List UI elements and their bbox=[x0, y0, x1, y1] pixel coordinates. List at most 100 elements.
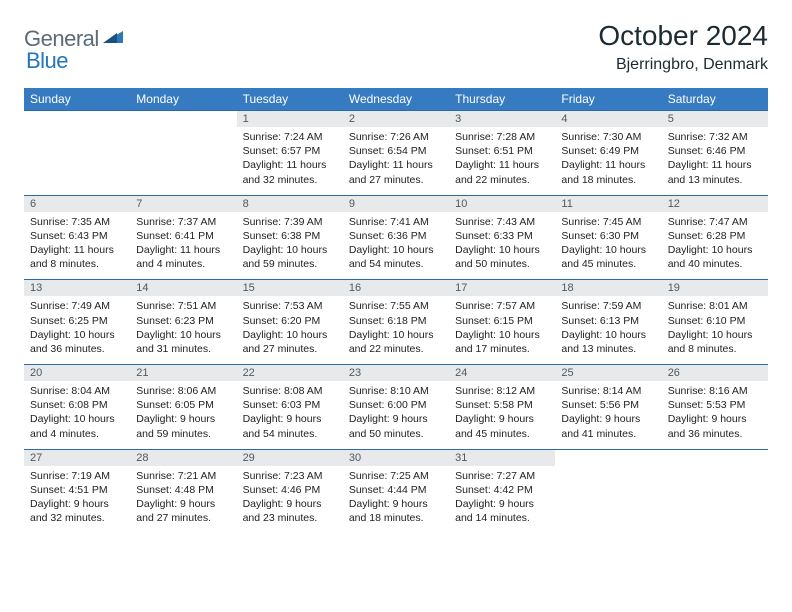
calendar-cell: 11Sunrise: 7:45 AMSunset: 6:30 PMDayligh… bbox=[555, 195, 661, 280]
day-body: Sunrise: 7:51 AMSunset: 6:23 PMDaylight:… bbox=[130, 296, 236, 364]
sunrise-text: Sunrise: 7:55 AM bbox=[349, 299, 443, 313]
daylight-text: Daylight: 9 hours and 27 minutes. bbox=[136, 497, 230, 525]
calendar-head: SundayMondayTuesdayWednesdayThursdayFrid… bbox=[24, 88, 768, 111]
sunset-text: Sunset: 6:28 PM bbox=[668, 229, 762, 243]
day-body: Sunrise: 7:49 AMSunset: 6:25 PMDaylight:… bbox=[24, 296, 130, 364]
sunrise-text: Sunrise: 8:14 AM bbox=[561, 384, 655, 398]
calendar-cell: 9Sunrise: 7:41 AMSunset: 6:36 PMDaylight… bbox=[343, 195, 449, 280]
calendar-cell: 24Sunrise: 8:12 AMSunset: 5:58 PMDayligh… bbox=[449, 365, 555, 450]
day-body: Sunrise: 7:19 AMSunset: 4:51 PMDaylight:… bbox=[24, 466, 130, 534]
daylight-text: Daylight: 10 hours and 13 minutes. bbox=[561, 328, 655, 356]
day-body: Sunrise: 8:14 AMSunset: 5:56 PMDaylight:… bbox=[555, 381, 661, 449]
calendar-cell-empty: .. bbox=[130, 111, 236, 196]
day-body: Sunrise: 8:04 AMSunset: 6:08 PMDaylight:… bbox=[24, 381, 130, 449]
sunrise-text: Sunrise: 7:53 AM bbox=[243, 299, 337, 313]
calendar-cell: 17Sunrise: 7:57 AMSunset: 6:15 PMDayligh… bbox=[449, 280, 555, 365]
weekday-thursday: Thursday bbox=[449, 88, 555, 111]
day-number: 31 bbox=[449, 450, 555, 466]
calendar-cell: 10Sunrise: 7:43 AMSunset: 6:33 PMDayligh… bbox=[449, 195, 555, 280]
calendar-cell: 8Sunrise: 7:39 AMSunset: 6:38 PMDaylight… bbox=[237, 195, 343, 280]
sunset-text: Sunset: 6:08 PM bbox=[30, 398, 124, 412]
day-number: 6 bbox=[24, 196, 130, 212]
weekday-row: SundayMondayTuesdayWednesdayThursdayFrid… bbox=[24, 88, 768, 111]
day-number: 13 bbox=[24, 280, 130, 296]
sunset-text: Sunset: 6:05 PM bbox=[136, 398, 230, 412]
sunrise-text: Sunrise: 7:19 AM bbox=[30, 469, 124, 483]
daylight-text: Daylight: 9 hours and 54 minutes. bbox=[243, 412, 337, 440]
day-body: Sunrise: 7:30 AMSunset: 6:49 PMDaylight:… bbox=[555, 127, 661, 195]
calendar-cell: 13Sunrise: 7:49 AMSunset: 6:25 PMDayligh… bbox=[24, 280, 130, 365]
day-number: 8 bbox=[237, 196, 343, 212]
calendar-row: 20Sunrise: 8:04 AMSunset: 6:08 PMDayligh… bbox=[24, 365, 768, 450]
day-number: 1 bbox=[237, 111, 343, 127]
daylight-text: Daylight: 11 hours and 18 minutes. bbox=[561, 158, 655, 186]
logo-text-blue-wrap: Blue bbox=[26, 48, 68, 74]
daylight-text: Daylight: 9 hours and 32 minutes. bbox=[30, 497, 124, 525]
sunset-text: Sunset: 6:57 PM bbox=[243, 144, 337, 158]
day-number: 16 bbox=[343, 280, 449, 296]
calendar-cell-empty: .. bbox=[662, 449, 768, 533]
sunset-text: Sunset: 6:30 PM bbox=[561, 229, 655, 243]
day-number: 17 bbox=[449, 280, 555, 296]
day-number: 2 bbox=[343, 111, 449, 127]
day-number: 19 bbox=[662, 280, 768, 296]
day-number: 7 bbox=[130, 196, 236, 212]
day-number: 4 bbox=[555, 111, 661, 127]
day-body: Sunrise: 7:37 AMSunset: 6:41 PMDaylight:… bbox=[130, 212, 236, 280]
sunset-text: Sunset: 4:42 PM bbox=[455, 483, 549, 497]
sunset-text: Sunset: 6:25 PM bbox=[30, 314, 124, 328]
daylight-text: Daylight: 9 hours and 45 minutes. bbox=[455, 412, 549, 440]
calendar-cell: 30Sunrise: 7:25 AMSunset: 4:44 PMDayligh… bbox=[343, 449, 449, 533]
day-number: 23 bbox=[343, 365, 449, 381]
calendar-cell: 6Sunrise: 7:35 AMSunset: 6:43 PMDaylight… bbox=[24, 195, 130, 280]
daylight-text: Daylight: 10 hours and 8 minutes. bbox=[668, 328, 762, 356]
day-body: Sunrise: 8:01 AMSunset: 6:10 PMDaylight:… bbox=[662, 296, 768, 364]
calendar-cell: 19Sunrise: 8:01 AMSunset: 6:10 PMDayligh… bbox=[662, 280, 768, 365]
weekday-saturday: Saturday bbox=[662, 88, 768, 111]
sunset-text: Sunset: 6:10 PM bbox=[668, 314, 762, 328]
sunset-text: Sunset: 6:03 PM bbox=[243, 398, 337, 412]
weekday-friday: Friday bbox=[555, 88, 661, 111]
day-number: 10 bbox=[449, 196, 555, 212]
day-body: Sunrise: 8:16 AMSunset: 5:53 PMDaylight:… bbox=[662, 381, 768, 449]
daylight-text: Daylight: 11 hours and 32 minutes. bbox=[243, 158, 337, 186]
day-number: 15 bbox=[237, 280, 343, 296]
day-body: Sunrise: 7:41 AMSunset: 6:36 PMDaylight:… bbox=[343, 212, 449, 280]
day-number: 27 bbox=[24, 450, 130, 466]
daylight-text: Daylight: 9 hours and 23 minutes. bbox=[243, 497, 337, 525]
calendar-cell: 4Sunrise: 7:30 AMSunset: 6:49 PMDaylight… bbox=[555, 111, 661, 196]
daylight-text: Daylight: 9 hours and 59 minutes. bbox=[136, 412, 230, 440]
sunrise-text: Sunrise: 7:43 AM bbox=[455, 215, 549, 229]
calendar-cell: 25Sunrise: 8:14 AMSunset: 5:56 PMDayligh… bbox=[555, 365, 661, 450]
title-block: October 2024 Bjerringbro, Denmark bbox=[598, 20, 768, 74]
sunset-text: Sunset: 5:53 PM bbox=[668, 398, 762, 412]
day-number: 5 bbox=[662, 111, 768, 127]
calendar-table: SundayMondayTuesdayWednesdayThursdayFrid… bbox=[24, 88, 768, 533]
daylight-text: Daylight: 10 hours and 50 minutes. bbox=[455, 243, 549, 271]
daylight-text: Daylight: 10 hours and 45 minutes. bbox=[561, 243, 655, 271]
calendar-cell: 18Sunrise: 7:59 AMSunset: 6:13 PMDayligh… bbox=[555, 280, 661, 365]
calendar-row: ....1Sunrise: 7:24 AMSunset: 6:57 PMDayl… bbox=[24, 111, 768, 196]
month-title: October 2024 bbox=[598, 20, 768, 52]
sunset-text: Sunset: 6:13 PM bbox=[561, 314, 655, 328]
calendar-cell: 28Sunrise: 7:21 AMSunset: 4:48 PMDayligh… bbox=[130, 449, 236, 533]
sunset-text: Sunset: 6:46 PM bbox=[668, 144, 762, 158]
day-body: Sunrise: 7:25 AMSunset: 4:44 PMDaylight:… bbox=[343, 466, 449, 534]
day-body: Sunrise: 7:57 AMSunset: 6:15 PMDaylight:… bbox=[449, 296, 555, 364]
weekday-monday: Monday bbox=[130, 88, 236, 111]
day-number: 22 bbox=[237, 365, 343, 381]
daylight-text: Daylight: 11 hours and 8 minutes. bbox=[30, 243, 124, 271]
daylight-text: Daylight: 10 hours and 54 minutes. bbox=[349, 243, 443, 271]
calendar-cell-empty: .. bbox=[555, 449, 661, 533]
sunrise-text: Sunrise: 7:23 AM bbox=[243, 469, 337, 483]
daylight-text: Daylight: 10 hours and 22 minutes. bbox=[349, 328, 443, 356]
sunrise-text: Sunrise: 8:08 AM bbox=[243, 384, 337, 398]
daylight-text: Daylight: 9 hours and 14 minutes. bbox=[455, 497, 549, 525]
day-number: 25 bbox=[555, 365, 661, 381]
calendar-cell: 15Sunrise: 7:53 AMSunset: 6:20 PMDayligh… bbox=[237, 280, 343, 365]
sunrise-text: Sunrise: 7:27 AM bbox=[455, 469, 549, 483]
day-body: Sunrise: 7:45 AMSunset: 6:30 PMDaylight:… bbox=[555, 212, 661, 280]
day-body: Sunrise: 8:08 AMSunset: 6:03 PMDaylight:… bbox=[237, 381, 343, 449]
calendar-cell: 1Sunrise: 7:24 AMSunset: 6:57 PMDaylight… bbox=[237, 111, 343, 196]
weekday-sunday: Sunday bbox=[24, 88, 130, 111]
